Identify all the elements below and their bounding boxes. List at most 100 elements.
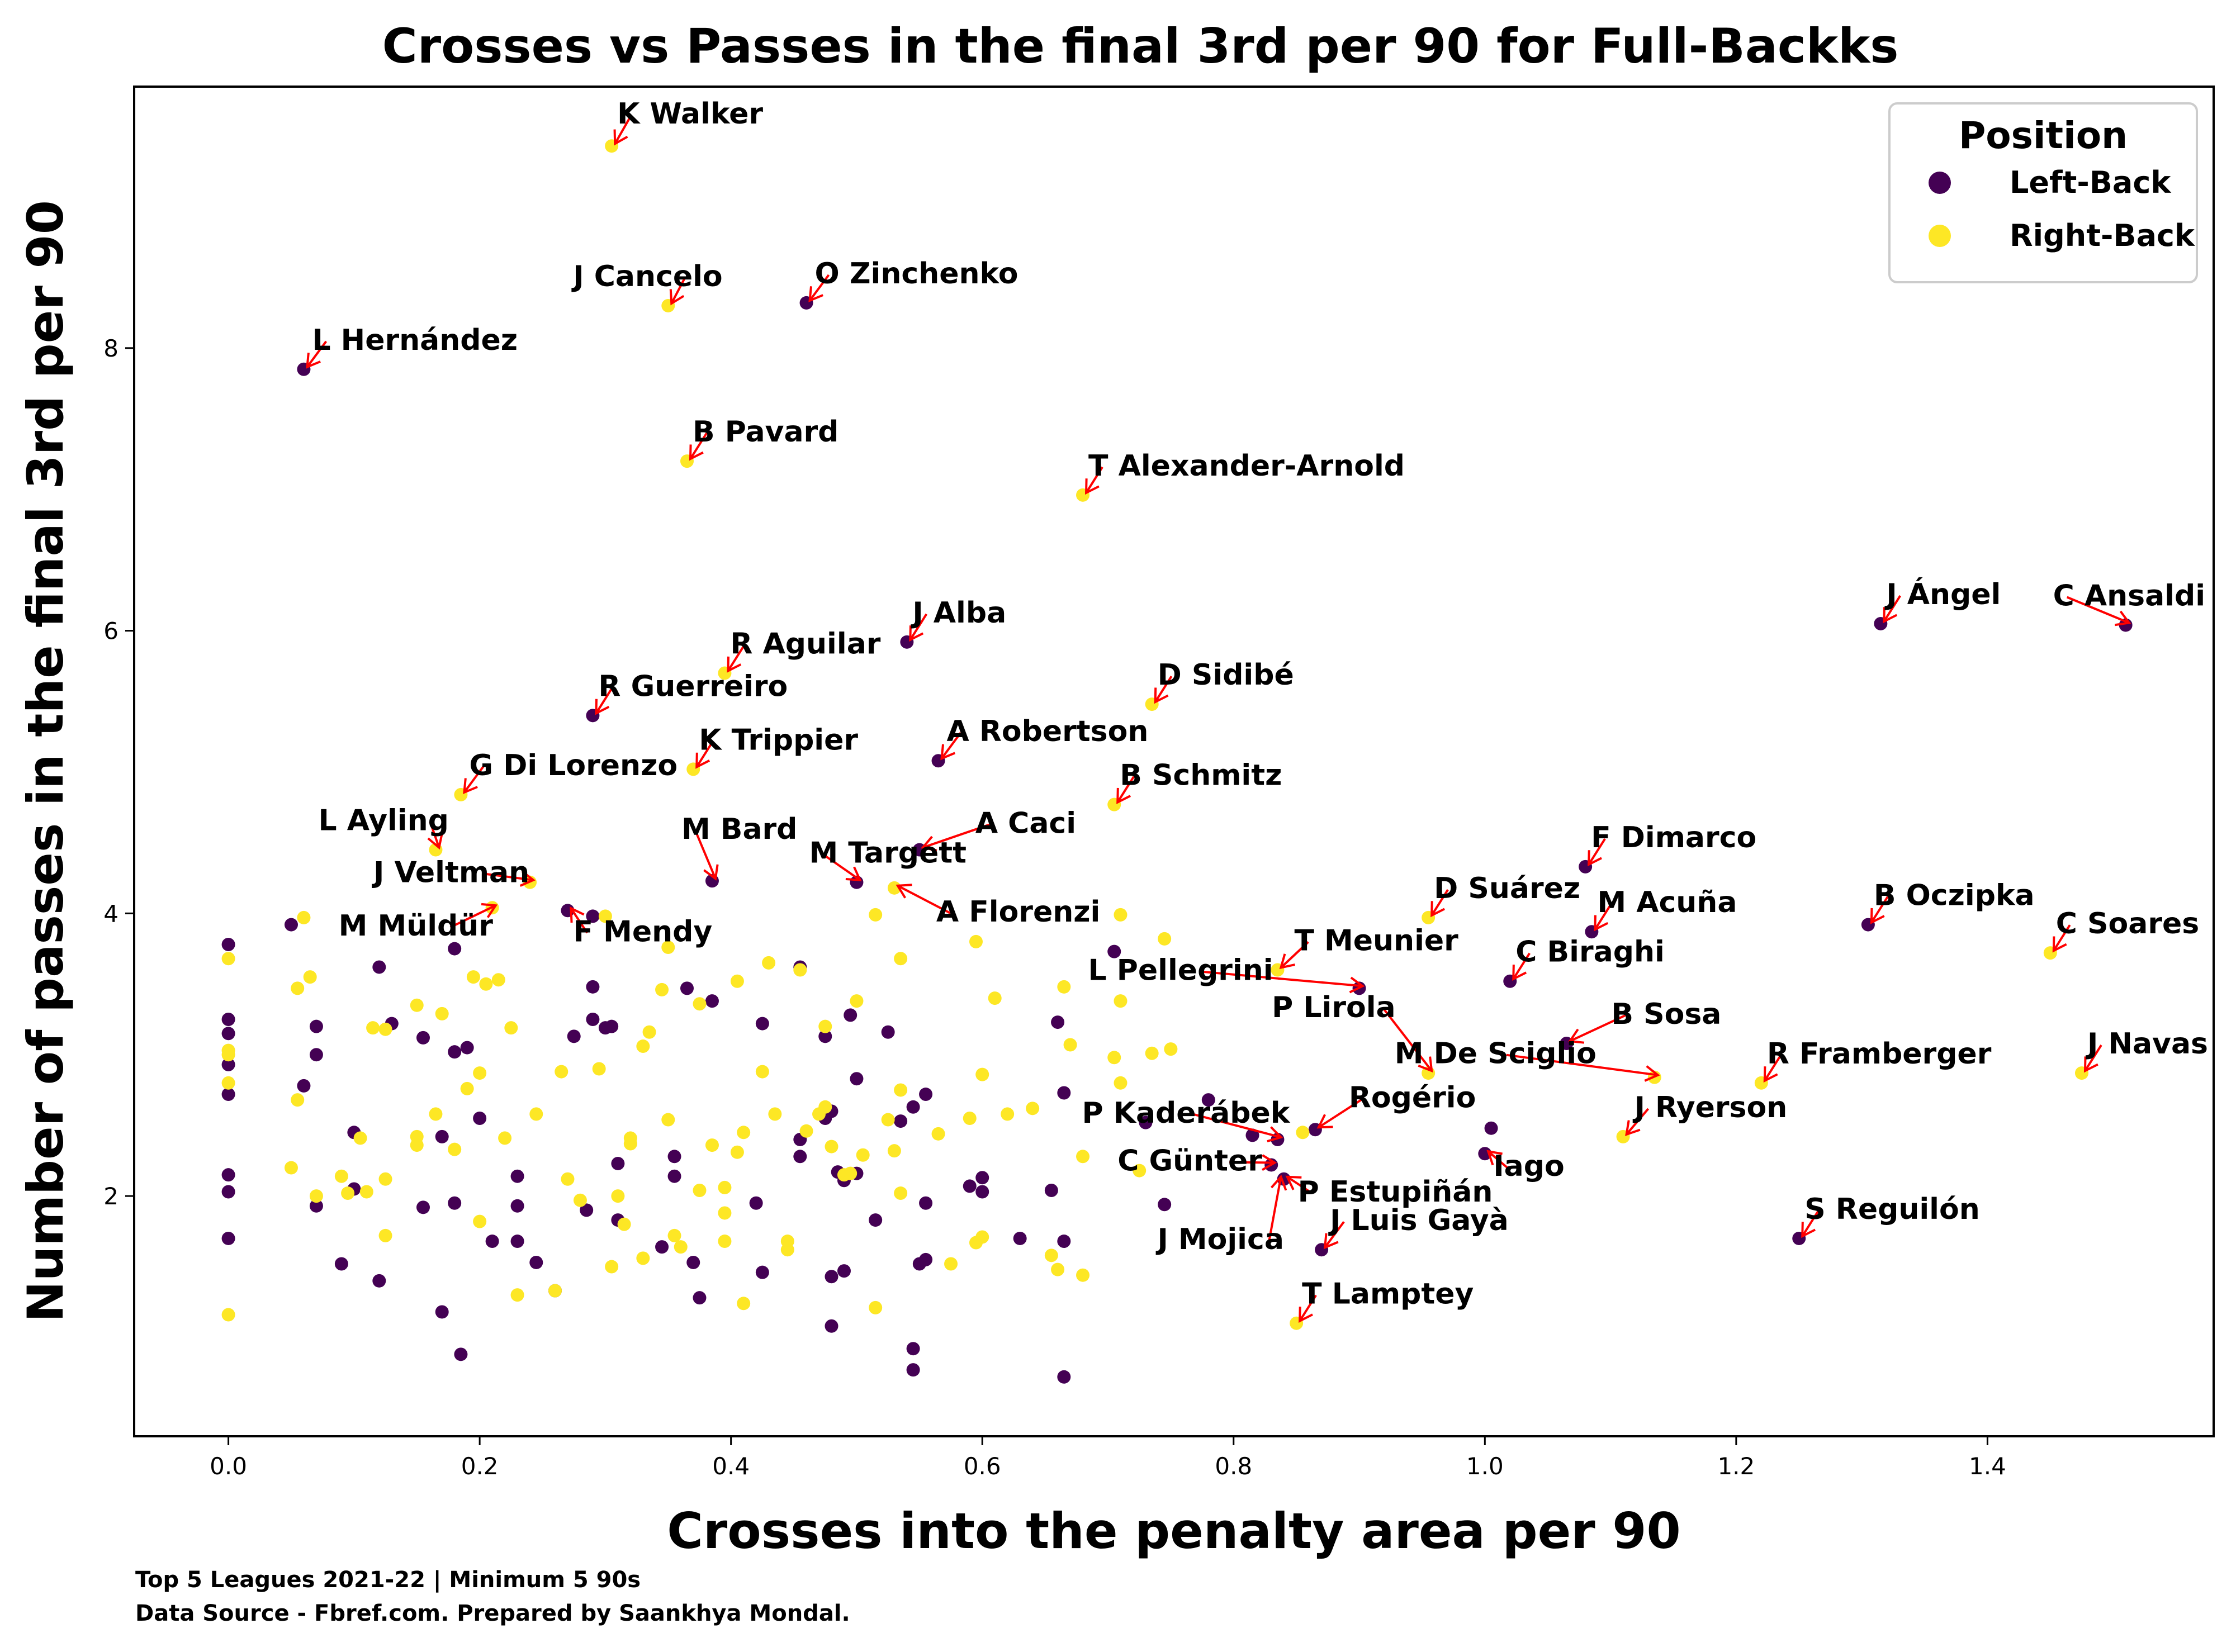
player-label: A Florenzi [936, 895, 1100, 929]
annotation-arrowhead [940, 744, 956, 761]
left-back-point [416, 1200, 430, 1214]
right-back-point [661, 941, 675, 955]
right-back-point [498, 1131, 512, 1145]
left-back-point [919, 1088, 933, 1102]
annotation-arrowhead [1588, 850, 1602, 867]
left-back-point [221, 1027, 235, 1041]
right-back-point [844, 1166, 858, 1180]
right-back-point [856, 1148, 870, 1162]
annotation-arrowhead [689, 444, 704, 461]
right-back-point [510, 1288, 524, 1302]
right-back-point [737, 1126, 751, 1140]
player-label: J Luis Gayà [1328, 1204, 1509, 1237]
right-back-point [1063, 1038, 1077, 1052]
annotation-arrow [2066, 596, 2130, 624]
right-back-point [642, 1025, 656, 1039]
left-back-point [416, 1031, 430, 1045]
left-back-point [963, 1179, 977, 1193]
right-back-point [825, 1140, 839, 1153]
right-back-point [429, 1107, 443, 1121]
right-back-point [636, 1251, 650, 1265]
annotation-arrow [1512, 952, 1531, 980]
right-back-point [730, 1145, 744, 1159]
annotation-arrow [595, 687, 614, 714]
y-tick-label: 6 [103, 618, 119, 645]
left-back-point [473, 1112, 487, 1126]
annotation-arrow [808, 274, 830, 302]
player-label: M De Sciglio [1395, 1037, 1597, 1071]
right-back-point [1158, 932, 1172, 946]
annotation-arrowhead [1154, 687, 1169, 704]
player-label: B Oczipka [1874, 879, 2035, 913]
right-back-point [592, 1062, 606, 1076]
left-back-point [793, 1150, 807, 1164]
right-back-point [718, 1180, 732, 1194]
left-back-point [372, 960, 386, 974]
right-back-point [291, 1093, 305, 1107]
annotation-arrow [1154, 676, 1173, 703]
right-back-point [799, 1124, 813, 1138]
annotation-arrowhead [1512, 965, 1527, 981]
annotation-arrow [2084, 1045, 2102, 1072]
right-back-point [555, 1065, 569, 1079]
x-tick-label: 1.2 [1717, 1452, 1755, 1480]
annotation-arrowhead [1883, 607, 1898, 624]
right-back-point [1164, 1042, 1178, 1056]
left-back-point [825, 1270, 839, 1284]
x-tick-label: 0.8 [1215, 1452, 1252, 1480]
right-back-point [460, 1081, 474, 1095]
player-label: M Bard [681, 813, 797, 846]
player-label: D Suárez [1434, 872, 1580, 905]
annotation-arrow [1299, 1294, 1317, 1322]
left-back-point [894, 1114, 908, 1128]
annotation-arrow [940, 732, 962, 759]
annotation-arrow [1487, 1150, 1508, 1169]
left-back-point [510, 1199, 524, 1213]
right-back-point [605, 1260, 619, 1274]
legend-entries: Left-Back Right-Back [1929, 165, 2195, 253]
annotation-arrow [570, 908, 589, 934]
annotation-arrowhead [481, 903, 498, 918]
annotation-arrowhead [1801, 1222, 1816, 1238]
annotation-arrow [694, 830, 717, 879]
annotation-arrowhead [519, 870, 536, 887]
x-axis-label: Crosses into the penalty area per 90 [667, 1502, 1681, 1560]
left-back-point [454, 1347, 468, 1361]
left-back-point [297, 1079, 311, 1093]
y-axis-ticks: 2 4 6 8 [103, 335, 134, 1210]
player-label: T Lamptey [1302, 1278, 1474, 1311]
left-back-point [309, 1019, 323, 1033]
player-label: C Günter [1117, 1144, 1262, 1178]
player-label: J Navas [2086, 1027, 2208, 1061]
right-back-point [762, 956, 776, 970]
player-label: F Mendy [573, 915, 712, 948]
right-back-point [661, 1113, 675, 1127]
annotation-arrow [1801, 1209, 1820, 1237]
left-back-point [818, 1029, 832, 1043]
right-back-point [303, 970, 317, 984]
legend-marker [1929, 172, 1951, 194]
legend-title: Position [1959, 114, 2128, 157]
left-back-point [221, 1168, 235, 1182]
left-back-point [1044, 1183, 1058, 1197]
legend-marker [1929, 225, 1951, 247]
annotation-arrow [1430, 889, 1449, 916]
right-back-point [969, 934, 983, 948]
right-back-point [793, 963, 807, 977]
right-back-point [284, 1161, 298, 1175]
right-back-point [611, 1189, 625, 1203]
annotation-arrow [670, 277, 686, 304]
annotation-arrowhead [1116, 787, 1131, 804]
x-tick-label: 0.6 [964, 1452, 1001, 1480]
right-back-point [435, 1007, 449, 1020]
y-axis-label: Number of passes in the final 3rd per 90 [17, 200, 74, 1322]
right-back-point [353, 1131, 367, 1145]
left-back-point [221, 1057, 235, 1071]
annotation-arrowhead [2052, 936, 2067, 953]
annotation-arrowhead [1625, 1120, 1641, 1136]
legend-entry-label: Left-Back [2010, 165, 2171, 200]
left-back-point [686, 1255, 700, 1269]
left-back-point [906, 1342, 920, 1356]
player-label: L Ayling [318, 804, 448, 838]
left-back-point [825, 1319, 839, 1333]
